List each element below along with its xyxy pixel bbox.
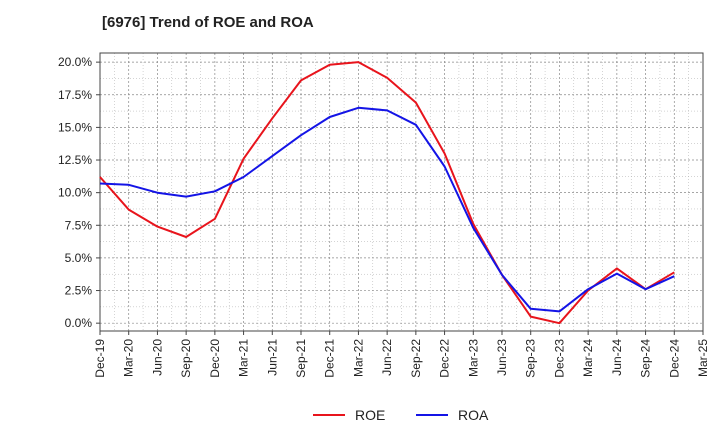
x-tick-label: Sep-23 xyxy=(524,339,538,378)
x-tick-label: Jun-21 xyxy=(265,339,279,376)
x-tick-label: Jun-24 xyxy=(610,339,624,376)
y-tick-label: 15.0% xyxy=(58,120,92,134)
x-tick-label: Sep-22 xyxy=(409,339,423,378)
x-tick-label: Mar-23 xyxy=(466,339,480,377)
x-tick-label: Jun-22 xyxy=(380,339,394,376)
y-tick-label: 5.0% xyxy=(65,251,93,265)
x-tick-label: Mar-21 xyxy=(237,339,251,377)
series-line-roe xyxy=(99,61,675,325)
x-tick-label: Mar-20 xyxy=(122,339,136,377)
x-tick-label: Mar-22 xyxy=(351,339,365,377)
x-tick-label: Sep-24 xyxy=(639,339,653,378)
x-tick-label: Dec-20 xyxy=(208,339,222,378)
x-tick-label: Mar-24 xyxy=(581,339,595,377)
series-line-roa xyxy=(99,106,675,313)
x-tick-label: Dec-23 xyxy=(552,339,566,378)
legend-swatch xyxy=(416,414,448,416)
grid xyxy=(99,53,704,331)
plot-frame xyxy=(99,52,704,332)
x-tick-label: Jun-20 xyxy=(150,339,164,376)
y-tick-label: 17.5% xyxy=(58,88,92,102)
x-tick-label: Dec-19 xyxy=(93,339,107,378)
y-tick-label: 7.5% xyxy=(65,218,93,232)
y-tick-label: 2.5% xyxy=(65,284,93,298)
x-tick-label: Dec-21 xyxy=(323,339,337,378)
legend-label: ROE xyxy=(355,407,386,423)
legend-item-roe: ROE xyxy=(313,404,385,426)
y-tick-label: 0.0% xyxy=(65,316,93,330)
y-tick-label: 10.0% xyxy=(58,186,92,200)
x-tick-label: Sep-21 xyxy=(294,339,308,378)
legend-swatch xyxy=(313,414,345,416)
legend: ROE ROA xyxy=(0,404,720,426)
x-tick-label: Mar-25 xyxy=(696,339,710,377)
x-tick-label: Jun-23 xyxy=(495,339,509,376)
x-tick-label: Sep-20 xyxy=(179,339,193,378)
chart-title: [6976] Trend of ROE and ROA xyxy=(102,14,314,31)
y-tick-label: 12.5% xyxy=(58,153,92,167)
y-tick-label: 20.0% xyxy=(58,55,92,69)
x-tick-label: Dec-22 xyxy=(438,339,452,378)
x-tick-label: Dec-24 xyxy=(667,339,681,378)
legend-label: ROA xyxy=(458,407,489,423)
legend-item-roa: ROA xyxy=(416,404,488,426)
